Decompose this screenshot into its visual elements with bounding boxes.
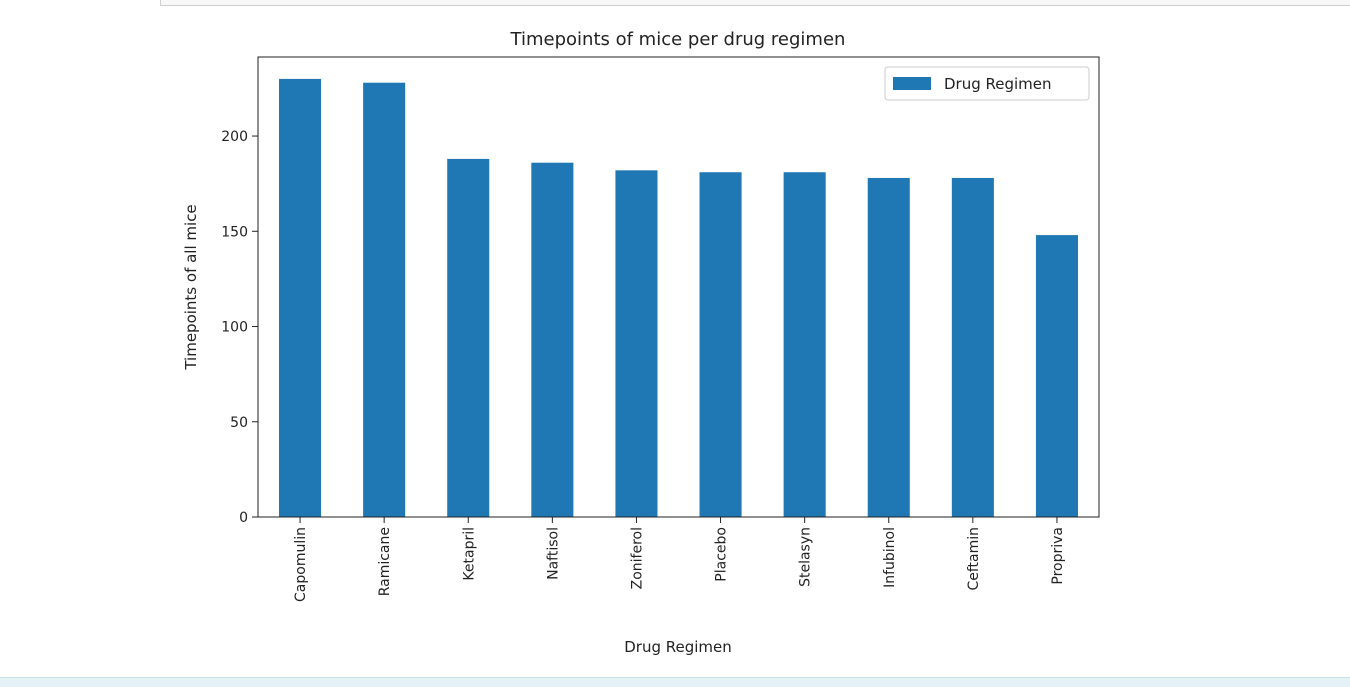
next-cell-strip xyxy=(0,677,1350,687)
y-tick-label: 0 xyxy=(239,510,248,526)
bars-group xyxy=(279,78,1078,518)
legend-box xyxy=(884,66,1090,101)
bar-infubinol xyxy=(867,177,910,517)
y-tick-label: 50 xyxy=(230,415,248,431)
previous-cell-border xyxy=(160,0,1350,6)
bar-capomulin xyxy=(279,78,322,518)
bar-naftisol xyxy=(531,162,574,517)
x-tick-label-ramicane: Ramicane xyxy=(377,527,393,596)
x-axis-ticks: Capomulin Ramicane Ketapril Naftisol Zonifer… xyxy=(293,517,1066,602)
y-tick-label: 150 xyxy=(221,224,248,240)
bar-placebo xyxy=(699,172,742,517)
chart-title: Timepoints of mice per drug regimen xyxy=(510,29,846,50)
x-tick-label-infubinol: Infubinol xyxy=(882,527,898,588)
bar-stelasyn xyxy=(783,172,826,517)
bar-ramicane xyxy=(363,82,406,517)
x-tick-label-ceftamin: Ceftamin xyxy=(966,527,982,591)
legend-swatch xyxy=(893,77,931,90)
y-tick-label: 200 xyxy=(221,129,248,145)
y-tick-label: 100 xyxy=(221,320,248,336)
bar-propriva xyxy=(1035,235,1078,517)
x-tick-label-stelasyn: Stelasyn xyxy=(798,527,814,587)
x-tick-label-zoniferol: Zoniferol xyxy=(629,527,645,589)
y-axis-label: Timepoints of all mice xyxy=(182,204,200,370)
x-tick-label-naftisol: Naftisol xyxy=(545,527,561,580)
x-tick-label-ketapril: Ketapril xyxy=(461,527,477,581)
legend: Drug Regimen xyxy=(884,66,1090,101)
legend-label: Drug Regimen xyxy=(944,75,1052,93)
bar-ketapril xyxy=(447,158,490,517)
x-tick-label-capomulin: Capomulin xyxy=(293,527,309,602)
x-tick-label-placebo: Placebo xyxy=(714,527,730,582)
bar-ceftamin xyxy=(951,177,994,517)
plot-frame xyxy=(257,56,1100,518)
bar-zoniferol xyxy=(615,170,658,518)
x-tick-label-propriva: Propriva xyxy=(1050,527,1066,585)
x-axis-label: Drug Regimen xyxy=(624,638,732,656)
y-axis-ticks: 0 50 100 150 200 xyxy=(221,129,258,526)
